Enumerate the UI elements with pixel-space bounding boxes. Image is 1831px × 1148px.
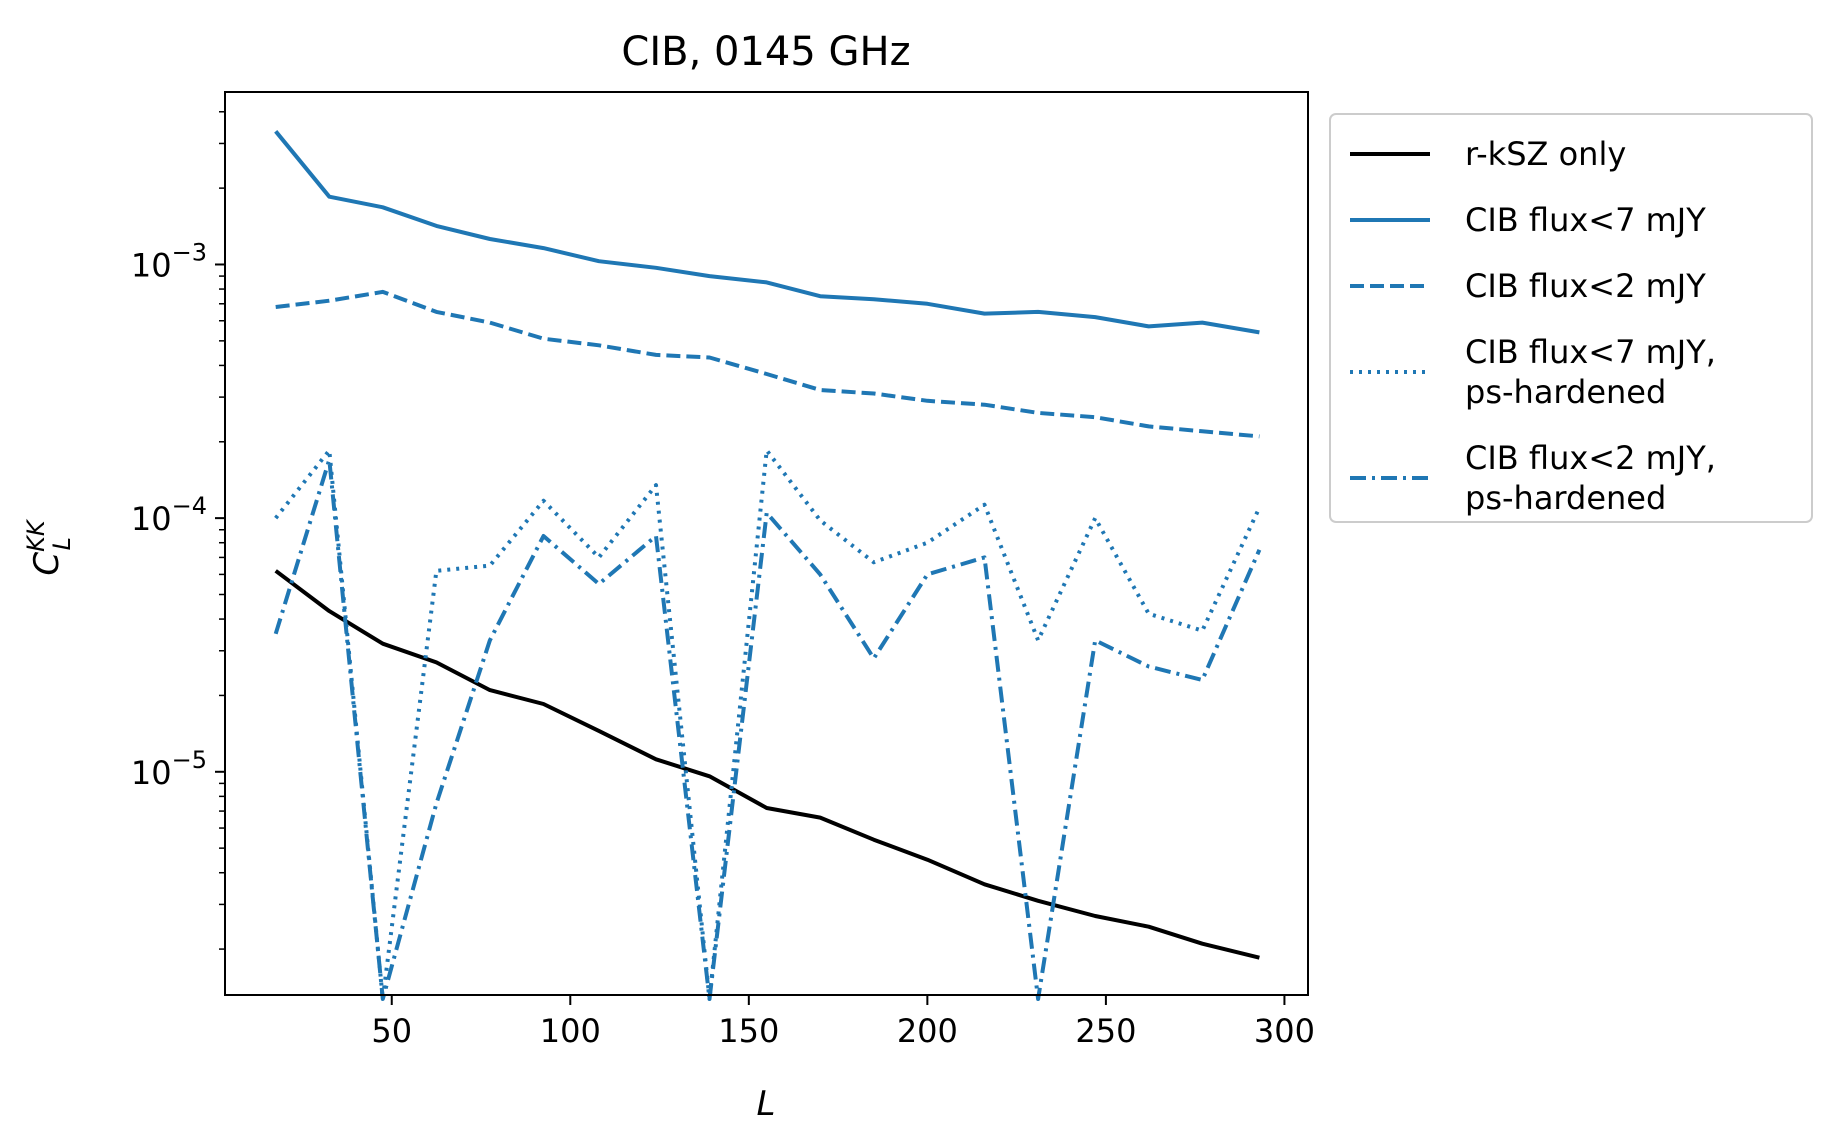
y-tick-label: 10−5 xyxy=(131,746,207,792)
y-axis: 10−5 10−4 10−3 xyxy=(131,111,225,950)
series-0 xyxy=(274,569,1260,960)
legend-label: r-kSZ only xyxy=(1465,135,1626,173)
legend-label: CIB flux<2 mJY, xyxy=(1465,439,1716,477)
legend-label: ps-hardened xyxy=(1465,479,1666,517)
y-label-sup: KK xyxy=(22,518,50,552)
series-line-1 xyxy=(274,130,1260,335)
chart-title: CIB, 0145 GHz xyxy=(621,29,910,75)
series-1 xyxy=(274,130,1260,335)
y-tick-label: 10−4 xyxy=(131,492,207,538)
x-axis-label: L xyxy=(757,1084,776,1124)
y-label-base: C xyxy=(27,552,67,576)
legend-label: CIB flux<2 mJY xyxy=(1465,267,1706,305)
legend-label: CIB flux<7 mJY, xyxy=(1465,333,1716,371)
x-tick-label: 200 xyxy=(897,1012,958,1050)
legend-label: CIB flux<7 mJY xyxy=(1465,201,1706,239)
y-label-sub: L xyxy=(48,537,76,550)
x-tick-label: 250 xyxy=(1075,1012,1136,1050)
series-line-3 xyxy=(274,448,1262,1001)
y-axis-label: CKKL xyxy=(22,518,76,575)
legend-label: ps-hardened xyxy=(1465,373,1666,411)
plot-lines xyxy=(273,130,1262,1001)
series-line-2 xyxy=(275,289,1260,439)
x-tick-label: 300 xyxy=(1254,1012,1315,1050)
x-tick-label: 100 xyxy=(540,1012,601,1050)
x-tick-label: 50 xyxy=(371,1012,412,1050)
x-tick-label: 150 xyxy=(718,1012,779,1050)
series-2 xyxy=(275,289,1260,439)
legend-box xyxy=(1329,113,1813,523)
y-tick-label: 10−3 xyxy=(131,238,207,284)
legend: r-kSZ only CIB flux<7 mJY CIB flux<2 mJY CI… xyxy=(1329,113,1813,523)
plot-frame xyxy=(224,91,1309,996)
x-axis: 50 100 150 200 250 300 xyxy=(371,995,1315,1050)
series-3 xyxy=(274,448,1262,1001)
series-line-0 xyxy=(274,569,1260,960)
